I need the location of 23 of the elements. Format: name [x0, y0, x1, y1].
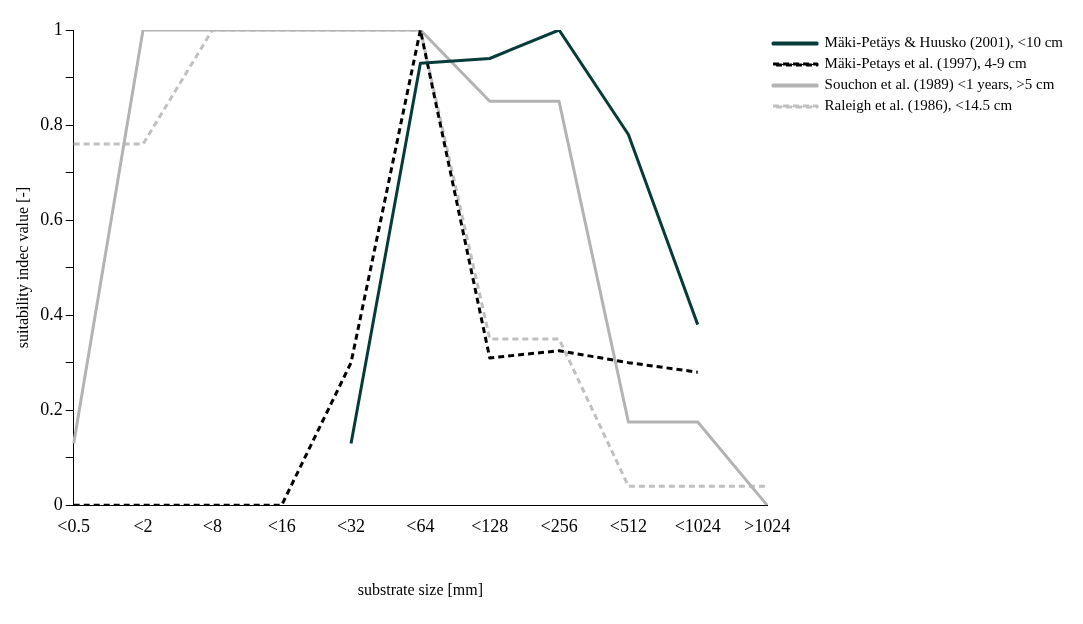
x-tick-label: <512 [609, 515, 647, 536]
y-tick-label: 0.8 [40, 113, 63, 134]
y-tick-label: 1 [53, 18, 63, 39]
legend-label: Mäki-Petays et al. (1997), 4-9 cm [824, 55, 1027, 73]
x-tick-label: <8 [202, 515, 222, 536]
x-tick-label: <16 [267, 515, 296, 536]
x-tick-label: <64 [406, 515, 435, 536]
legend-label: Raleigh et al. (1986), <14.5 cm [824, 97, 1013, 115]
y-axis-title: suitability indec value [-] [13, 186, 32, 349]
x-tick-label: <128 [471, 515, 509, 536]
x-tick-label: <256 [540, 515, 578, 536]
y-tick-label: 0 [53, 493, 63, 514]
legend-label: Souchon et al. (1989) <1 years, >5 cm [824, 76, 1055, 94]
y-tick-label: 0.4 [40, 303, 63, 324]
x-tick-label: >1024 [743, 515, 791, 536]
legend-label: Mäki-Petäys & Huusko (2001), <10 cm [824, 34, 1064, 52]
x-tick-label: <1024 [674, 515, 721, 536]
x-axis-title: substrate size [mm] [357, 580, 484, 598]
x-tick-label: <32 [336, 515, 366, 536]
x-tick-label: <0.5 [57, 515, 91, 536]
y-tick-label: 0.6 [40, 208, 63, 229]
y-tick-label: 0.2 [40, 398, 63, 419]
x-tick-label: <2 [133, 515, 153, 536]
